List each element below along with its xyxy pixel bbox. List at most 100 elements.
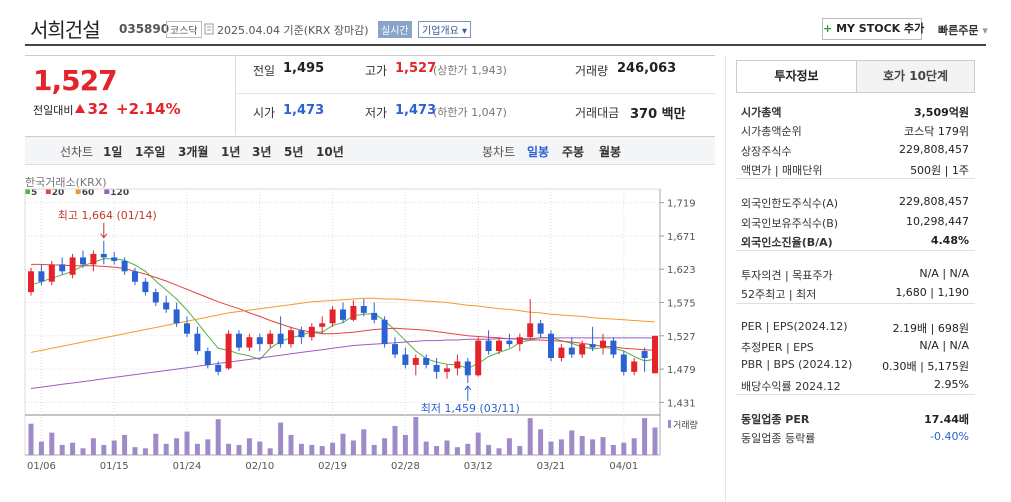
volume-bar	[122, 434, 128, 455]
candle-body	[527, 323, 534, 338]
candle-body	[464, 361, 471, 376]
candle-body	[360, 305, 367, 313]
candle-body	[132, 271, 138, 282]
volume-bar	[184, 431, 190, 455]
info-label: 상장주식수	[741, 144, 792, 158]
period-tab[interactable]: 1주일	[135, 145, 166, 159]
candle-body	[298, 330, 305, 338]
x-tick-label: 02/19	[318, 461, 347, 472]
candle-body	[288, 330, 294, 345]
candle-body	[381, 319, 388, 345]
x-tick-label: 04/01	[609, 461, 638, 472]
doc-icon	[204, 23, 214, 35]
candle-body	[454, 361, 461, 369]
volume-bar	[413, 417, 419, 455]
info-divider	[736, 92, 975, 93]
volume-bar	[309, 444, 315, 455]
legend-swatch	[75, 189, 81, 194]
overview-button[interactable]: 기업개요 ▾	[418, 21, 472, 38]
volume-bar	[402, 434, 408, 455]
volume-bar	[38, 441, 44, 455]
period-tab[interactable]: 10년	[316, 145, 344, 159]
summary-note: (하한가 1,047)	[433, 106, 507, 119]
period-tab[interactable]: 3개월	[178, 145, 209, 159]
info-value: 0.30배 | 5,175원	[882, 360, 969, 374]
period-tab[interactable]: 5년	[284, 145, 304, 159]
volume-bar	[288, 434, 294, 455]
info-tab[interactable]: 투자정보	[736, 60, 857, 93]
candle-body	[256, 337, 263, 345]
candle-body	[100, 253, 107, 258]
candle-body	[350, 305, 357, 320]
candle-body	[340, 309, 346, 320]
market-badge: 코스닥	[166, 21, 202, 38]
volume-bar	[132, 447, 138, 455]
volume-bar	[454, 447, 460, 455]
volume-bar	[475, 432, 481, 455]
candle-body	[548, 333, 554, 358]
summary-value: 370 백만	[630, 107, 686, 122]
change-line: 전일대비 32 +2.14%	[33, 100, 181, 118]
header-rule	[25, 44, 986, 46]
info-value: 229,808,457	[899, 195, 969, 209]
candle-tab[interactable]: 월봉	[599, 145, 622, 159]
info-divider	[736, 393, 975, 395]
volume-bar	[392, 425, 398, 455]
candle-body	[236, 333, 242, 348]
x-tick-label: 01/24	[173, 461, 202, 472]
period-tab[interactable]: 1일	[103, 145, 123, 159]
summary-note: (상한가 1,943)	[433, 64, 507, 77]
x-tick-label: 03/21	[537, 461, 566, 472]
candle-body	[184, 323, 190, 334]
date: 2025.04.04 기준(KRX 장마감)	[217, 22, 369, 38]
summary-box	[25, 55, 715, 137]
candle-tab[interactable]: 일봉	[527, 145, 550, 159]
info-tab[interactable]: 호가 10단계	[856, 60, 975, 93]
date-value: 2025.04.04	[217, 24, 280, 37]
candle-body	[600, 340, 606, 348]
candle-tab[interactable]: 주봉	[562, 145, 585, 159]
info-label: PER | EPS(2024.12)	[741, 319, 848, 333]
summary-label: 거래량	[575, 64, 609, 78]
info-label: 52주최고 | 최저	[741, 288, 817, 302]
quick-order[interactable]: 빠른주문 ▾	[938, 22, 988, 38]
volume-bar	[174, 438, 180, 455]
date-basis: 기준(KRX 장마감)	[283, 24, 369, 37]
legend-label: 60	[82, 188, 95, 198]
summary-label: 시가	[253, 106, 276, 120]
summary-label: 저가	[365, 106, 388, 120]
candle-body	[516, 337, 523, 345]
my-stock-button[interactable]: + MY STOCK 추가	[822, 18, 924, 40]
candle-body	[225, 333, 232, 369]
volume-bar	[267, 448, 273, 455]
candle-body	[402, 354, 409, 365]
volume-bar	[340, 433, 346, 455]
period-tab[interactable]: 3년	[252, 145, 272, 159]
y-tick-label: 1,575	[667, 299, 696, 310]
info-value: 229,808,457	[899, 142, 969, 156]
volume-bar	[610, 444, 616, 455]
candle-body	[59, 264, 66, 272]
y-tick-label: 1,431	[667, 398, 696, 409]
candle-body	[496, 340, 502, 352]
volume-bar	[257, 441, 263, 455]
period-tab[interactable]: 1년	[221, 145, 241, 159]
candle-body	[444, 368, 450, 372]
volume-bar	[579, 436, 585, 455]
realtime-button[interactable]: 실시간	[378, 21, 412, 38]
summary-divider	[236, 93, 715, 94]
candle-body	[537, 323, 544, 334]
volume-bar	[49, 432, 55, 455]
info-value: 17.44배	[924, 412, 969, 426]
volume-bar	[319, 446, 325, 455]
candle-body	[485, 340, 492, 352]
volume-bar	[246, 438, 252, 455]
current-price: 1,527	[33, 64, 118, 97]
volume-bar	[631, 438, 637, 455]
x-tick-label: 03/12	[464, 461, 493, 472]
info-value: N/A | N/A	[919, 267, 969, 281]
change-rate: +2.14%	[116, 100, 181, 118]
volume-bar	[558, 439, 564, 455]
info-value: 3,509억원	[913, 106, 969, 119]
